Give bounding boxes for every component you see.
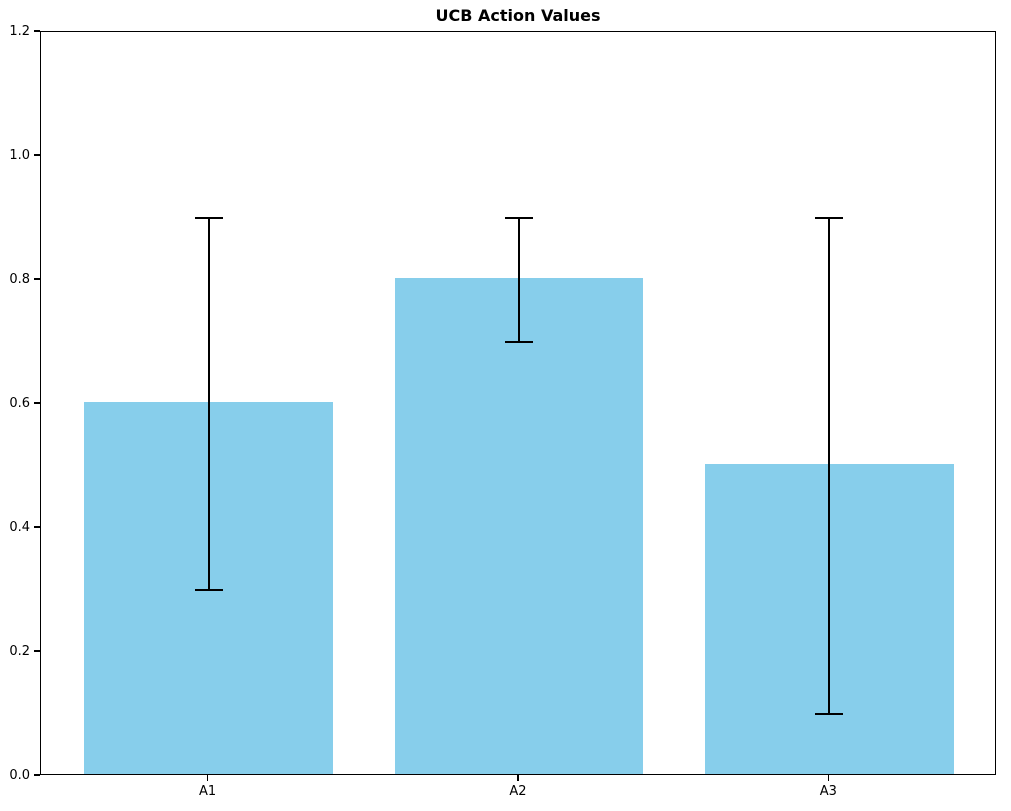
x-tick-label-A2: A2 (509, 784, 527, 799)
y-tick-mark-0.6 (34, 402, 40, 404)
x-tick-mark-A3 (827, 775, 830, 781)
error-bar-A1 (207, 218, 210, 590)
x-tick-mark-A2 (517, 775, 519, 781)
x-tick-mark-A1 (206, 775, 209, 781)
bar-A2 (394, 278, 644, 774)
chart-title: UCB Action Values (435, 6, 601, 25)
plot-area (40, 31, 996, 775)
y-tick-label-0.8: 0.8 (9, 271, 30, 287)
y-tick-mark-1.0 (34, 154, 40, 156)
y-tick-label-0.0: 0.0 (9, 767, 30, 783)
y-tick-label-0.6: 0.6 (9, 395, 30, 411)
error-cap-top-A1 (194, 217, 223, 219)
error-bar-A2 (518, 218, 520, 342)
y-tick-mark-1.2 (34, 30, 40, 32)
y-tick-mark-0.0 (34, 774, 40, 776)
error-cap-top-A2 (505, 217, 533, 219)
error-bar-A3 (828, 218, 831, 714)
error-cap-top-A3 (815, 217, 844, 219)
x-tick-label-A3: A3 (819, 784, 837, 799)
y-tick-label-0.2: 0.2 (9, 643, 30, 659)
y-tick-label-1.0: 1.0 (9, 147, 30, 163)
y-tick-label-0.4: 0.4 (9, 519, 30, 535)
y-tick-mark-0.2 (34, 650, 40, 652)
y-tick-mark-0.8 (34, 278, 40, 280)
error-cap-bottom-A3 (815, 713, 844, 715)
y-tick-label-1.2: 1.2 (9, 23, 30, 39)
x-tick-label-A1: A1 (199, 784, 217, 799)
y-tick-mark-0.4 (34, 526, 40, 528)
error-cap-bottom-A1 (194, 589, 223, 591)
error-cap-bottom-A2 (505, 341, 533, 343)
